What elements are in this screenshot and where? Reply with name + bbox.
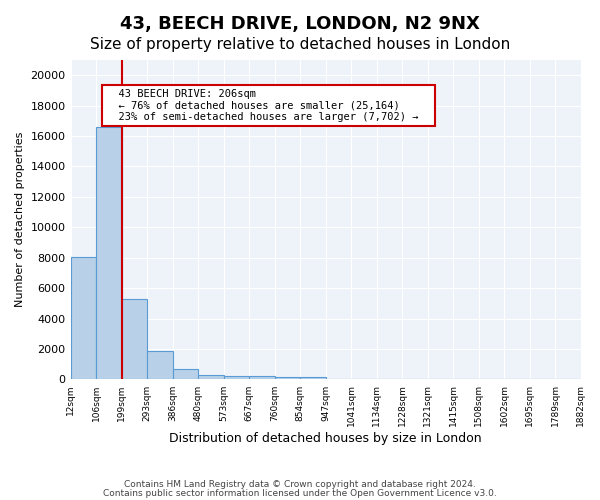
Bar bbox=[224, 376, 249, 380]
X-axis label: Distribution of detached houses by size in London: Distribution of detached houses by size … bbox=[169, 432, 482, 445]
Text: Contains public sector information licensed under the Open Government Licence v3: Contains public sector information licen… bbox=[103, 488, 497, 498]
Bar bbox=[275, 376, 300, 380]
Bar bbox=[122, 299, 147, 380]
Bar bbox=[173, 369, 198, 380]
Bar bbox=[147, 352, 173, 380]
Bar bbox=[300, 378, 326, 380]
Text: 43, BEECH DRIVE, LONDON, N2 9NX: 43, BEECH DRIVE, LONDON, N2 9NX bbox=[120, 15, 480, 33]
Text: 43 BEECH DRIVE: 206sqm
  ← 76% of detached houses are smaller (25,164)
  23% of : 43 BEECH DRIVE: 206sqm ← 76% of detached… bbox=[106, 89, 431, 122]
Y-axis label: Number of detached properties: Number of detached properties bbox=[15, 132, 25, 308]
Bar bbox=[71, 257, 96, 380]
Bar bbox=[198, 375, 224, 380]
Text: Size of property relative to detached houses in London: Size of property relative to detached ho… bbox=[90, 38, 510, 52]
Bar bbox=[249, 376, 275, 380]
Bar bbox=[96, 127, 122, 380]
Text: Contains HM Land Registry data © Crown copyright and database right 2024.: Contains HM Land Registry data © Crown c… bbox=[124, 480, 476, 489]
